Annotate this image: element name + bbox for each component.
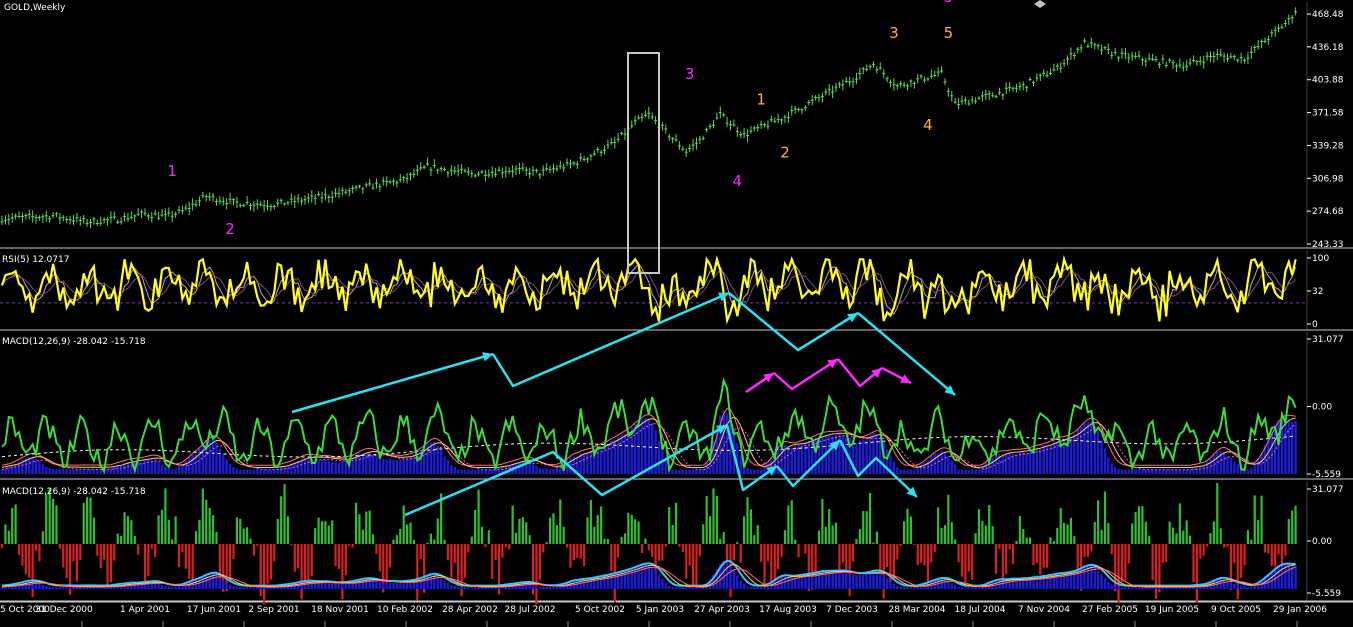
wave-label: 1 — [167, 162, 177, 180]
histogram-red-line — [1, 566, 1296, 588]
wave-label: 4 — [923, 116, 933, 134]
y-tick-label: 32 — [1312, 287, 1323, 297]
x-tick-label: 27 Feb 2005 — [1082, 605, 1138, 615]
highlight-box — [627, 52, 660, 274]
arrow-up-1 — [291, 352, 494, 414]
arrow-lower-1-head — [716, 425, 727, 435]
x-tick-label: 2 Sep 2001 — [248, 605, 299, 615]
x-tick-label: 9 Oct 2005 — [1211, 605, 1261, 615]
x-tick-label: 19 Jun 2005 — [1145, 605, 1199, 615]
arrow-down-1-head — [944, 384, 955, 395]
macd-pane-title: MACD(12,26,9) -28.042 -15.718 — [2, 337, 146, 347]
y-tick-label: -5.559 — [1312, 470, 1341, 480]
arrow-lower-4-head — [906, 486, 917, 497]
arrow-down-1 — [857, 312, 956, 396]
y-tick-label: 339.28 — [1312, 141, 1344, 151]
x-tick-label: 5 Oct 2002 — [575, 605, 625, 615]
wave-label: 5 — [944, 0, 954, 6]
x-tick-label: 17 Jun 2001 — [187, 605, 241, 615]
y-tick-label: 100 — [1312, 254, 1329, 264]
x-tick-label: 28 Apr 2002 — [442, 605, 498, 615]
arrow-up-2 — [491, 291, 730, 388]
histogram-cyan-line — [1, 559, 1296, 587]
y-tick-label: 436.18 — [1312, 43, 1344, 53]
wave-label: 1 — [756, 90, 766, 108]
arrow-magenta-2 — [773, 357, 839, 391]
arrow-magenta-1-head — [763, 373, 774, 383]
histogram-pane-title: MACD(12,26,9) -28.042 -15.718 — [2, 487, 146, 497]
arrow-up-3-head — [847, 313, 858, 323]
x-tick-label: 5 Jan 2003 — [636, 605, 684, 615]
y-tick-label: 371.58 — [1312, 109, 1344, 119]
arrow-up-1-head — [482, 352, 493, 362]
rsi-signal-line — [1, 261, 1297, 316]
arrow-magenta-3-head — [871, 368, 882, 378]
x-tick-label: 5 Oct 2000 — [0, 605, 50, 615]
x-tick-label: 10 Feb 2002 — [377, 605, 433, 615]
chart-marks — [0, 7, 1305, 605]
y-tick-label: 0 — [1312, 320, 1318, 330]
wave-label: 3 — [685, 65, 695, 83]
x-tick-label: 7 Nov 2004 — [1018, 605, 1070, 615]
wave-label: 4 — [733, 172, 743, 190]
macd-yellow-line — [1, 416, 1296, 468]
y-tick-label: 468.48 — [1312, 10, 1344, 20]
x-tick-label: 7 Dec 2003 — [826, 605, 878, 615]
arrow-magenta-4-head — [900, 374, 911, 383]
macd-magenta-line — [1, 423, 1296, 471]
x-tick-label: 28 Mar 2004 — [888, 605, 945, 615]
arrow-lower-3-head — [829, 440, 840, 451]
x-tick-label: 1 Apr 2001 — [120, 605, 170, 615]
arrow-lower-1 — [404, 423, 728, 517]
x-tick-label: 28 Jul 2002 — [505, 605, 556, 615]
rsi-line — [0, 255, 1297, 325]
rsi-pane-title: RSI(5) 12.0717 — [2, 255, 69, 265]
arrow-up-2-head — [718, 292, 729, 302]
y-tick-label: 0.00 — [1312, 403, 1332, 413]
chart-panes — [0, 2, 1353, 603]
x-tick-label: 18 Nov 2001 — [311, 605, 369, 615]
y-tick-label: 403.88 — [1312, 76, 1344, 86]
histogram-yellow-line — [1, 563, 1296, 587]
x-tick-label: 18 Jul 2004 — [955, 605, 1006, 615]
arrow-lower-2-head — [766, 466, 777, 476]
y-tick-label: 0.00 — [1312, 537, 1332, 547]
arrow-magenta-2-head — [827, 359, 838, 369]
y-tick-label: 31.077 — [1312, 335, 1344, 345]
wave-label: 5 — [944, 24, 954, 42]
arrow-lower-4 — [838, 439, 918, 498]
wave-label: 2 — [780, 144, 790, 162]
chart-overlay — [291, 0, 1046, 517]
x-tick-label: 29 Jan 2006 — [1273, 605, 1327, 615]
macd-line — [1, 377, 1297, 475]
macd-red-line — [1, 408, 1296, 466]
chart-marker-diamond — [1034, 0, 1046, 8]
x-tick-label: 31 Dec 2000 — [35, 605, 93, 615]
arrow-lower-2 — [725, 424, 778, 492]
arrow-lower-3 — [776, 439, 841, 488]
x-tick-label: 17 Aug 2003 — [759, 605, 817, 615]
x-tick-label: 27 Apr 2003 — [694, 605, 750, 615]
y-tick-label: -5.559 — [1312, 589, 1341, 599]
y-tick-label: 274.68 — [1312, 207, 1344, 217]
wave-label: 3 — [889, 24, 899, 42]
price-pane-title: GOLD,Weekly — [4, 3, 66, 13]
wave-label: 2 — [225, 220, 235, 238]
y-tick-label: 243.33 — [1312, 240, 1344, 250]
arrow-up-3 — [728, 292, 859, 352]
y-tick-label: 31.077 — [1312, 485, 1344, 495]
y-tick-label: 306.98 — [1312, 174, 1344, 184]
